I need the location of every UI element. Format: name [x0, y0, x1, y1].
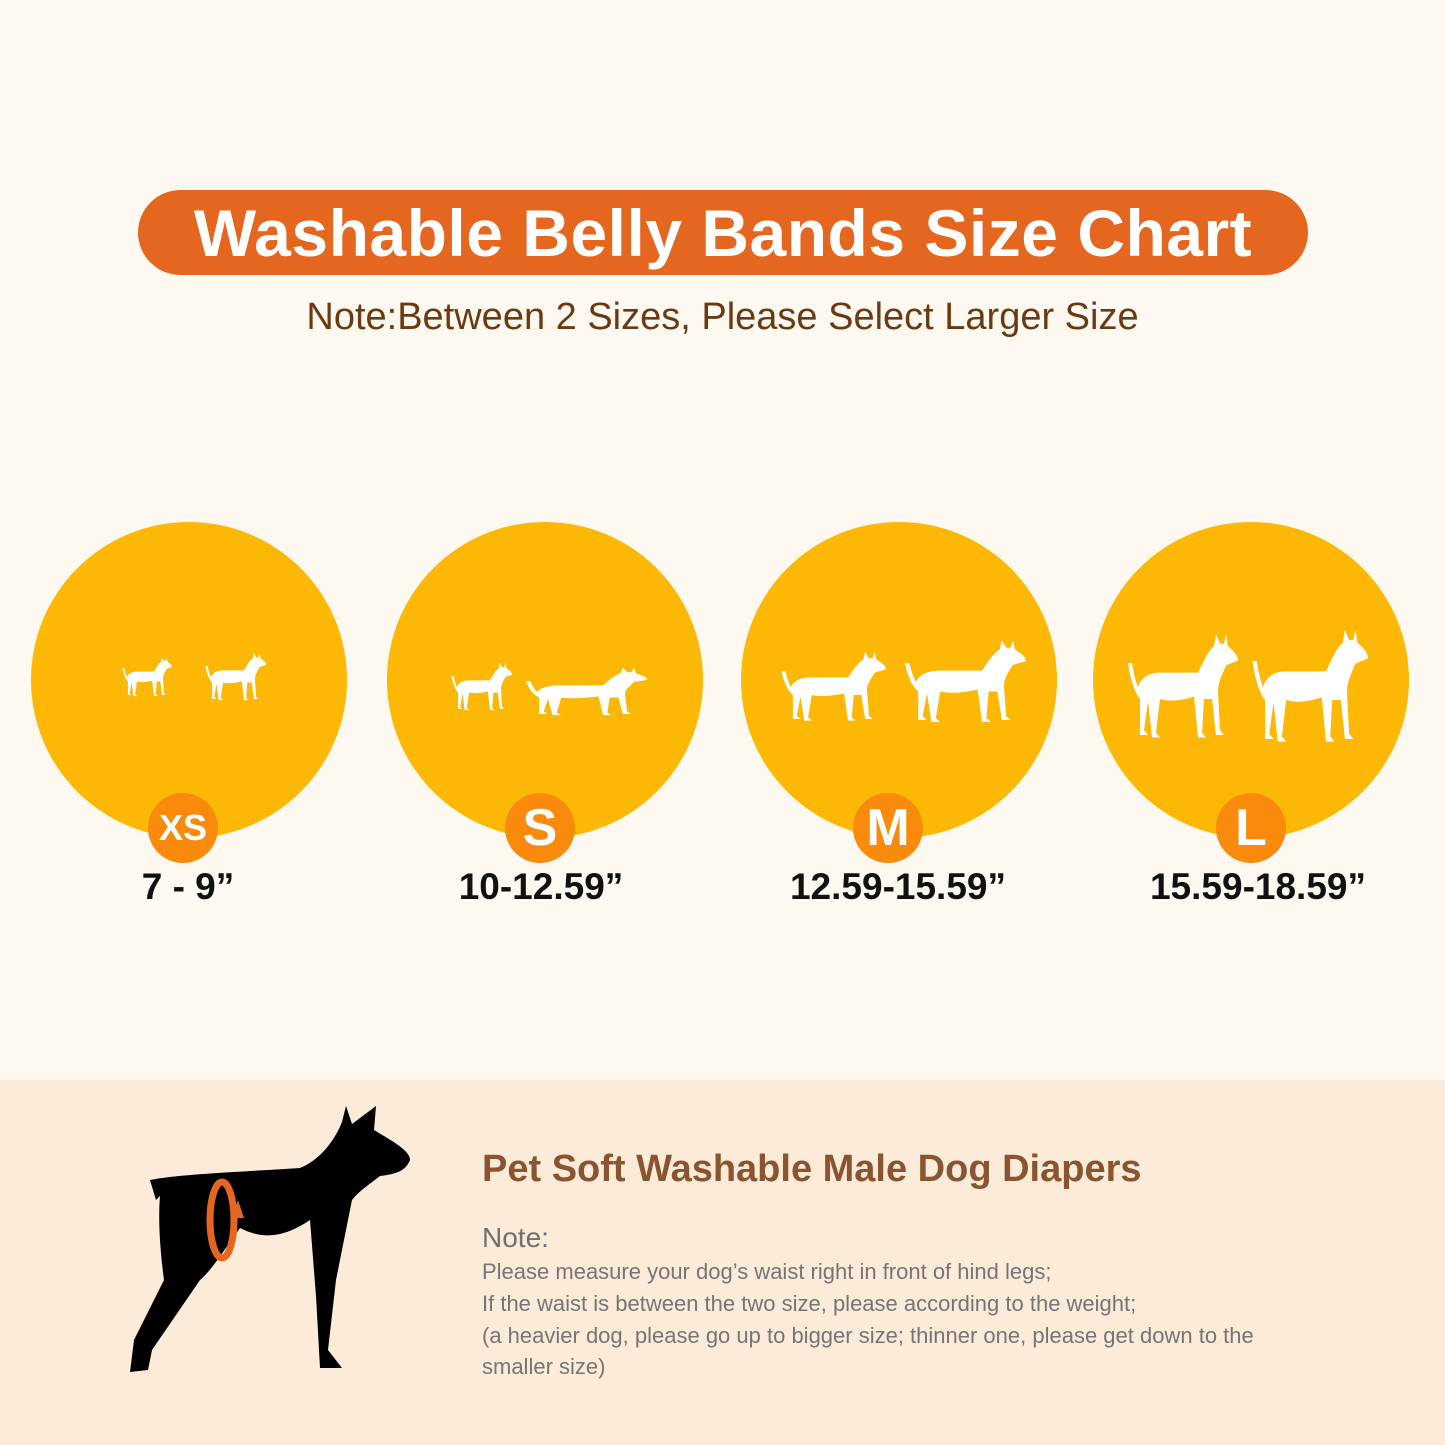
size-badge-m: M	[853, 793, 923, 863]
size-circle-xs	[31, 522, 347, 838]
info-section: Pet Soft Washable Male Dog Diapers Note:…	[0, 1080, 1445, 1445]
arrow-up-icon	[232, 1200, 244, 1218]
chihuahua-icon	[451, 662, 512, 711]
dog-measure-illustration	[130, 1106, 410, 1372]
page-title: Washable Belly Bands Size Chart	[193, 195, 1253, 270]
info-note-label: Note:	[482, 1222, 549, 1253]
chihuahua-icon	[122, 657, 172, 696]
info-line: Please measure your dog’s waist right in…	[482, 1259, 1052, 1284]
bull-terrier-icon	[905, 640, 1026, 722]
size-circle-m	[741, 522, 1057, 838]
measure-loop-icon	[206, 1178, 238, 1262]
title-banner: Washable Belly Bands Size Chart	[138, 190, 1308, 275]
info-line: If the waist is between the two size, pl…	[482, 1291, 1137, 1316]
dachshund-icon	[526, 667, 647, 716]
size-circle-s	[387, 522, 703, 838]
size-circle-l	[1093, 522, 1409, 838]
size-note: Note:Between 2 Sizes, Please Select Larg…	[306, 296, 1139, 338]
size-range-s: 10-12.59”	[458, 866, 624, 907]
size-range-m: 12.59-15.59”	[789, 866, 1006, 907]
size-badge-s: S	[505, 793, 575, 863]
pinscher-icon	[205, 652, 266, 701]
size-badge-l: L	[1216, 793, 1286, 863]
info-heading: Pet Soft Washable Male Dog Diapers	[482, 1148, 1142, 1190]
beagle-icon	[781, 651, 886, 721]
terrier-icon	[1128, 634, 1238, 738]
pointer-icon	[1252, 629, 1368, 742]
size-range-l: 15.59-18.59”	[1149, 866, 1366, 907]
size-range-xs: 7 - 9”	[141, 866, 235, 907]
size-badge-xs: XS	[148, 793, 218, 863]
info-line: smaller size)	[482, 1354, 606, 1379]
info-line: (a heavier dog, please go up to bigger s…	[482, 1323, 1254, 1348]
